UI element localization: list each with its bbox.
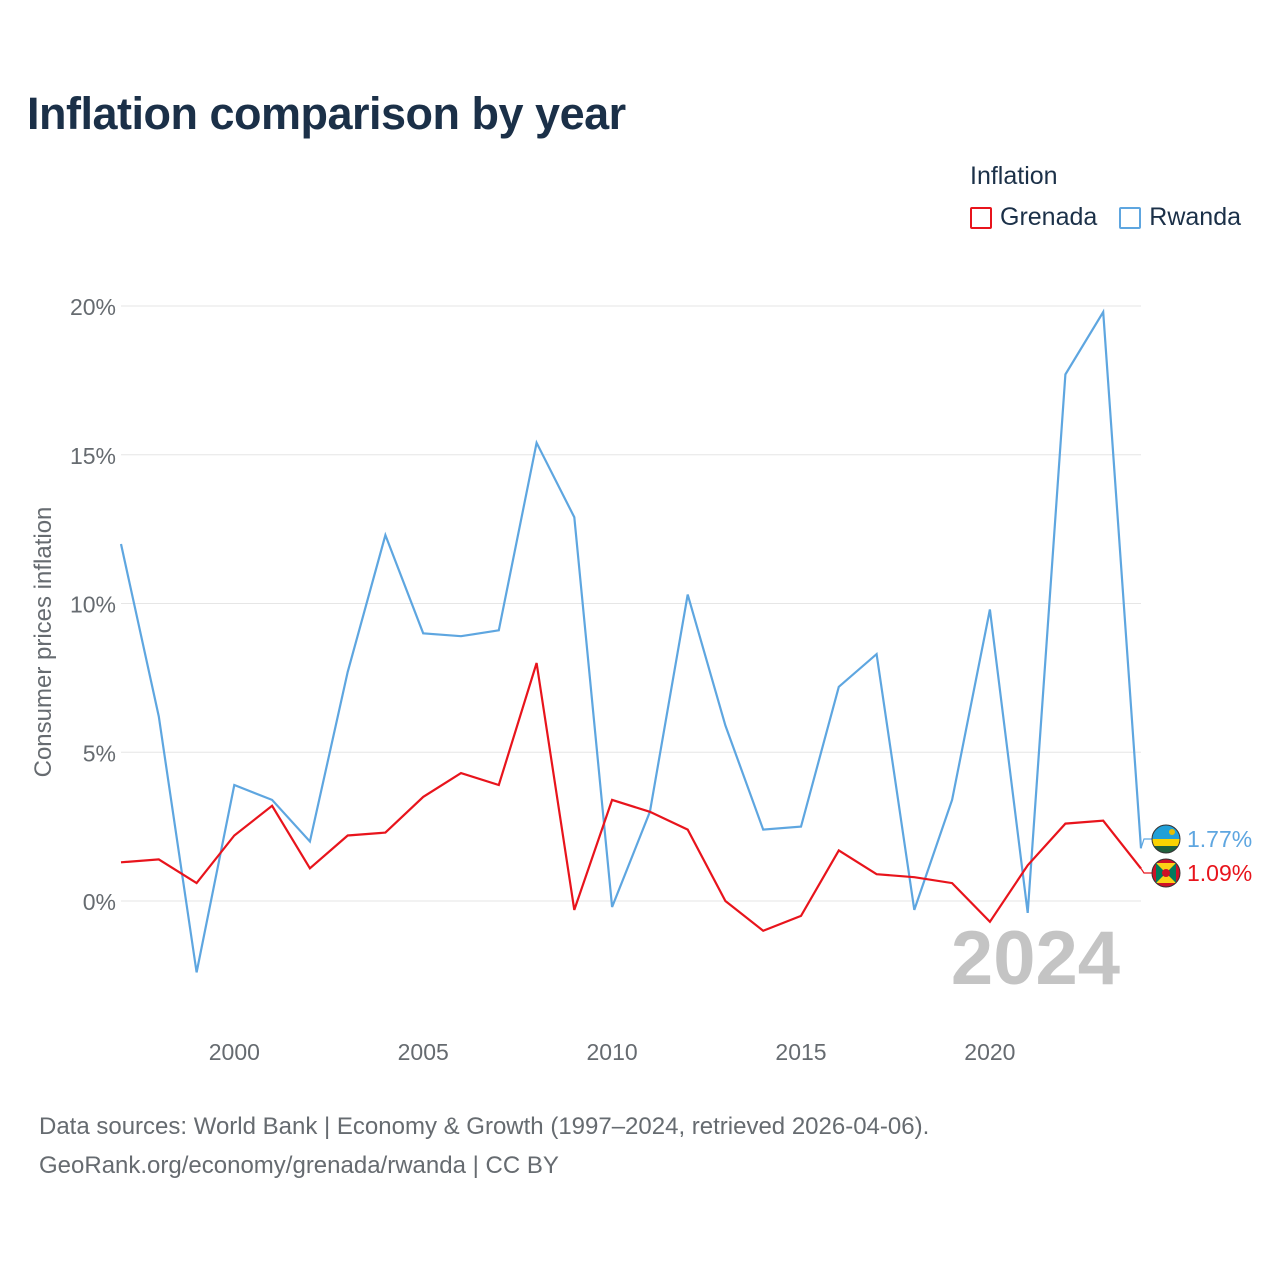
- legend-label-grenada: Grenada: [1000, 203, 1098, 231]
- source-note: Data sources: World Bank | Economy & Gro…: [39, 1107, 929, 1185]
- y-tick-label: 0%: [83, 889, 116, 915]
- grenada-flag-icon: [1151, 858, 1181, 888]
- y-tick-label: 5%: [83, 740, 116, 766]
- legend-label-rwanda: Rwanda: [1149, 203, 1242, 231]
- end-label-connector-grenada: [1140, 868, 1153, 874]
- legend: Inflation Grenada Rwanda: [970, 162, 1241, 232]
- legend-item-rwanda[interactable]: Rwanda: [1119, 203, 1241, 232]
- legend-title: Inflation: [970, 162, 1058, 190]
- series-lines: [119, 308, 1143, 973]
- chart-title: Inflation comparison by year: [27, 88, 626, 139]
- legend-items: Grenada Rwanda: [970, 203, 1241, 232]
- source-line-2[interactable]: GeoRank.org/economy/grenada/rwanda | CC …: [39, 1152, 559, 1179]
- rwanda-flag-icon: [1151, 824, 1181, 854]
- x-axis-ticks: 2000 2005 2010 2015 2020: [209, 1039, 1016, 1065]
- x-tick-label: 2010: [587, 1039, 638, 1065]
- x-tick-label: 2015: [775, 1039, 826, 1065]
- end-label-grenada: 1.09%: [1187, 860, 1252, 886]
- source-line-1: Data sources: World Bank | Economy & Gro…: [39, 1113, 930, 1140]
- series-line-rwanda: [119, 308, 1143, 973]
- end-labels: 1.77% 1.09%: [1140, 824, 1252, 888]
- end-label-connector-rwanda: [1140, 838, 1153, 849]
- year-watermark: 2024: [951, 916, 1120, 1001]
- y-tick-label: 20%: [70, 294, 116, 320]
- series-line-grenada: [120, 662, 1142, 933]
- legend-swatch-rwanda: [1119, 206, 1142, 229]
- y-tick-label: 15%: [70, 443, 116, 469]
- y-axis-ticks: 0% 5% 10% 15% 20%: [70, 294, 116, 915]
- legend-item-grenada[interactable]: Grenada: [970, 203, 1097, 232]
- gridlines: [121, 305, 1141, 902]
- y-tick-label: 10%: [70, 592, 116, 618]
- y-axis-label: Consumer prices inflation: [30, 507, 57, 778]
- x-tick-label: 2020: [964, 1039, 1015, 1065]
- end-label-rwanda: 1.77%: [1187, 826, 1252, 852]
- x-tick-label: 2000: [209, 1039, 260, 1065]
- legend-swatch-grenada: [970, 206, 992, 229]
- line-chart: 0% 5% 10% 15% 20% 2000 2005 2010 2015 2020 Consu…: [30, 294, 1252, 1065]
- x-tick-label: 2005: [398, 1039, 449, 1065]
